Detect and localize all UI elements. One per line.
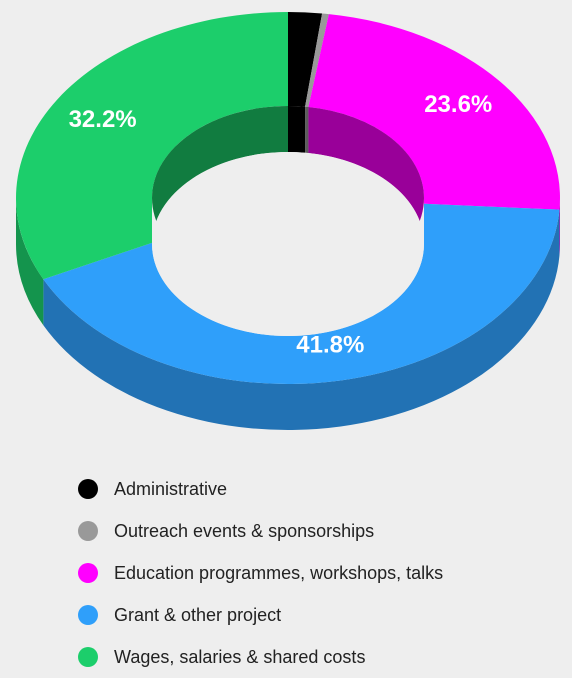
legend-item-outreach: Outreach events & sponsorships (78, 510, 443, 552)
legend-swatch (78, 605, 98, 625)
slice-outer-wall (43, 209, 560, 431)
slice-outer-wall (16, 198, 44, 326)
legend-swatch (78, 521, 98, 541)
legend-swatch (78, 479, 98, 499)
legend-item-administrative: Administrative (78, 468, 443, 510)
slice-inner-wall (288, 106, 306, 153)
legend-item-wages: Wages, salaries & shared costs (78, 636, 443, 678)
slice-data-label: 32.2% (69, 106, 137, 133)
donut-chart-plot: 23.6% 41.8% 32.2% (15, 12, 560, 431)
legend-swatch (78, 563, 98, 583)
legend-label: Grant & other project (114, 604, 282, 625)
slice-education-programmes-workshops-talks (308, 14, 560, 210)
slice-data-label: 23.6% (424, 91, 492, 118)
slice-outer-wall (559, 198, 560, 256)
legend-label: Education programmes, workshops, talks (114, 562, 444, 583)
legend-label: Administrative (114, 478, 228, 499)
legend-label: Wages, salaries & shared costs (114, 646, 366, 667)
legend-item-education: Education programmes, workshops, talks (78, 552, 443, 594)
slice-data-label: 41.8% (296, 332, 364, 359)
donut-hole-front (152, 198, 424, 336)
legend-swatch (78, 647, 98, 667)
chart-legend: Administrative Outreach events & sponsor… (78, 468, 443, 678)
slice-inner-wall (152, 106, 288, 244)
legend-label: Outreach events & sponsorships (114, 520, 375, 541)
slice-inner-wall (305, 106, 309, 154)
slice-inner-wall (308, 107, 424, 244)
slice-administrative (288, 12, 323, 107)
legend-item-grant: Grant & other project (78, 594, 443, 636)
slice-outreach-events-sponsorships (305, 13, 329, 108)
slice-wages-salaries-shared-costs (15, 12, 288, 280)
